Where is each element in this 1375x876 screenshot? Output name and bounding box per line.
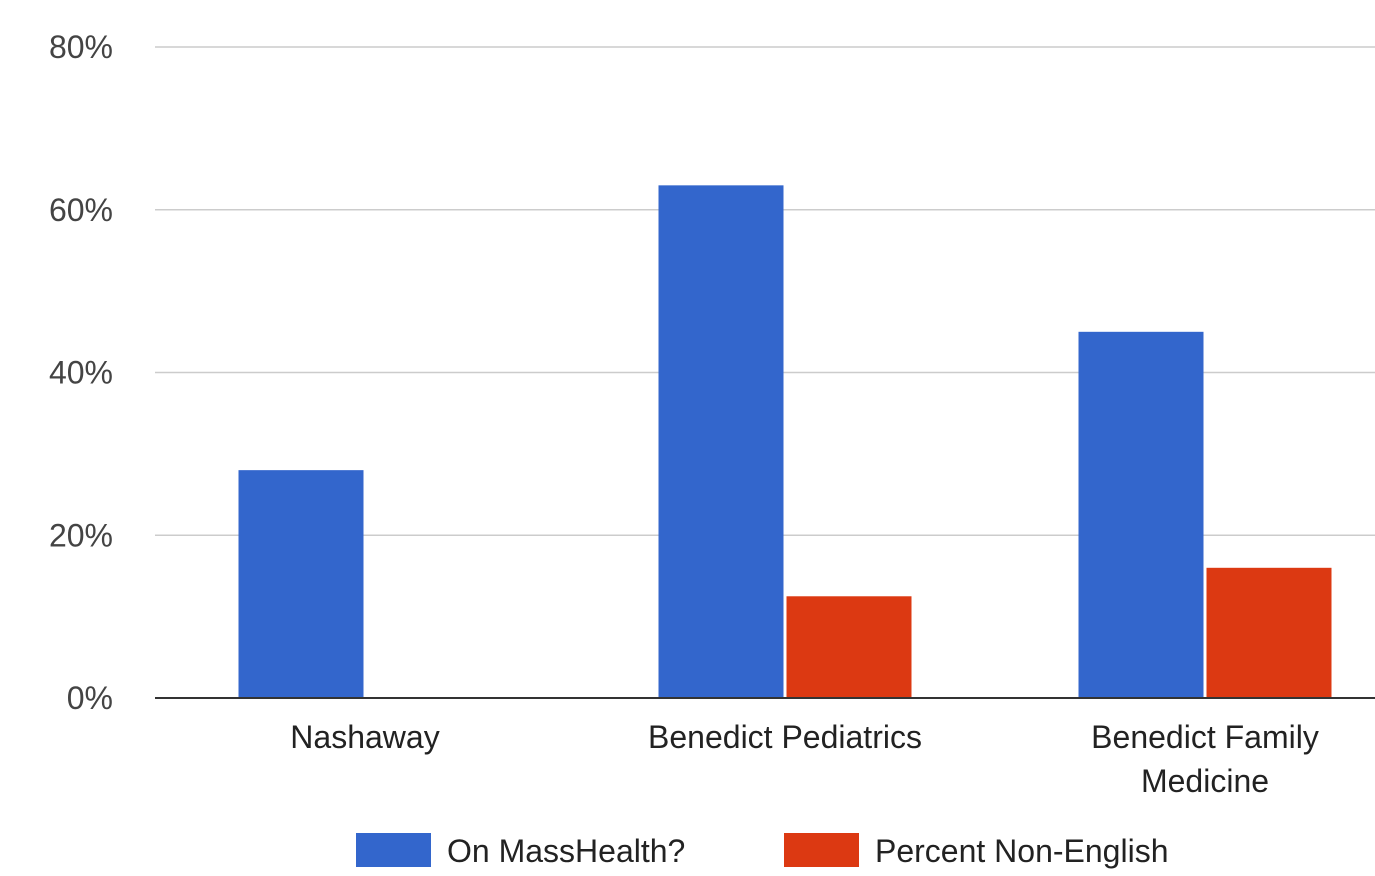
y-tick-label: 20% bbox=[49, 517, 113, 553]
y-tick-label: 40% bbox=[49, 355, 113, 391]
y-axis-tick-labels: 0% 20% 40% 60% 80% bbox=[49, 29, 113, 716]
bar-percent-non-english bbox=[1206, 567, 1332, 698]
legend: On MassHealth? Percent Non-English bbox=[356, 833, 1168, 869]
x-category-label: Benedict Family bbox=[1091, 719, 1319, 755]
legend-label: On MassHealth? bbox=[447, 833, 685, 869]
x-axis-category-labels: Nashaway Benedict Pediatrics Benedict Fami… bbox=[290, 719, 1319, 799]
y-tick-label: 60% bbox=[49, 192, 113, 228]
bar-on-masshealth bbox=[238, 470, 364, 698]
x-category-label: Medicine bbox=[1141, 763, 1269, 799]
legend-swatch bbox=[356, 833, 431, 867]
y-tick-label: 0% bbox=[67, 680, 113, 716]
bar-percent-non-english bbox=[786, 596, 912, 698]
x-category-label: Nashaway bbox=[290, 719, 439, 755]
legend-label: Percent Non-English bbox=[875, 833, 1168, 869]
bar-on-masshealth bbox=[658, 185, 784, 698]
x-category-label: Benedict Pediatrics bbox=[648, 719, 922, 755]
legend-swatch bbox=[784, 833, 859, 867]
bars bbox=[238, 185, 1332, 698]
bar-on-masshealth bbox=[1078, 331, 1204, 698]
y-tick-label: 80% bbox=[49, 29, 113, 65]
